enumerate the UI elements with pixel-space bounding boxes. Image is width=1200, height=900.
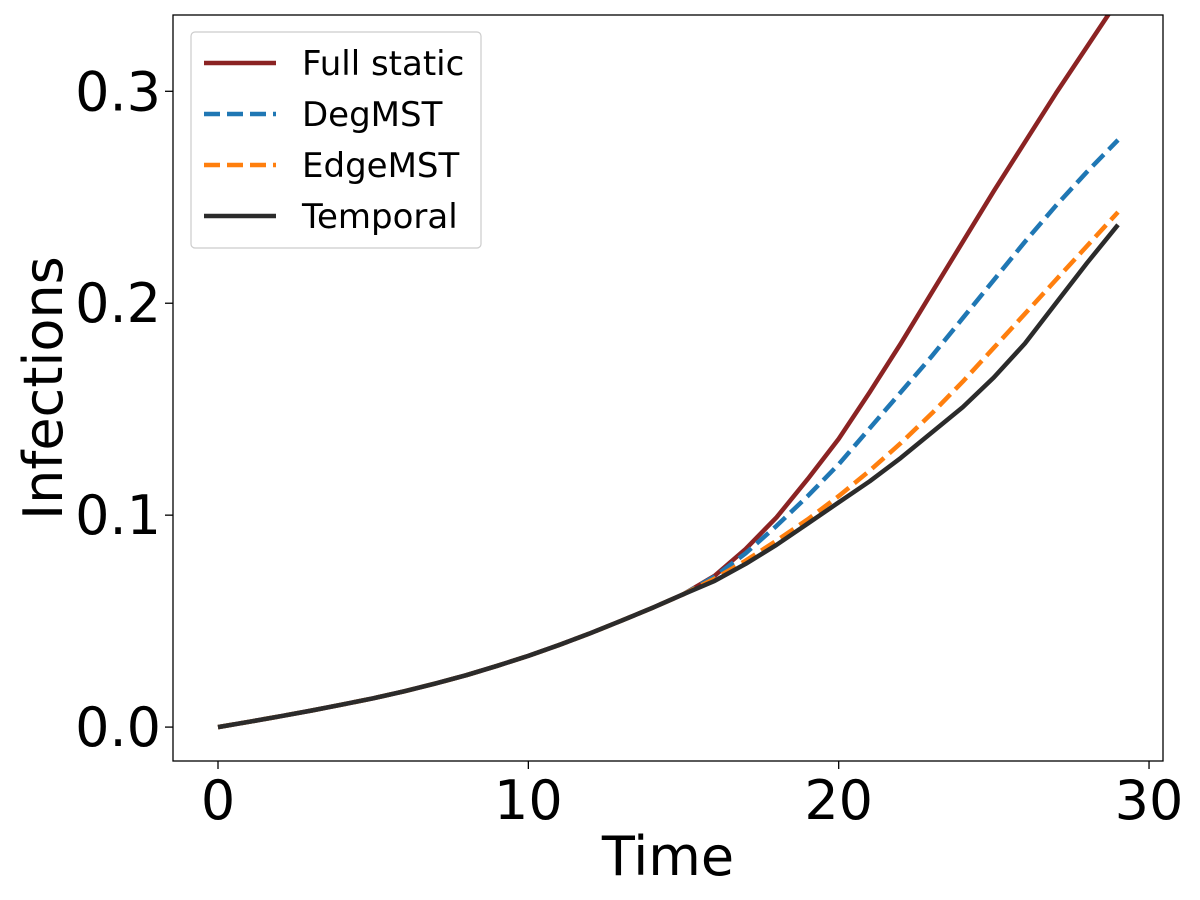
legend-entry: Temporal bbox=[204, 197, 458, 237]
legend-entry: Full static bbox=[204, 44, 464, 84]
x-axis-label: Time bbox=[601, 825, 734, 888]
series-layer bbox=[217, 15, 1120, 730]
legend-label: EdgeMST bbox=[302, 146, 459, 186]
plot-area-frame bbox=[172, 14, 1164, 762]
y-tick-label: 0.0 bbox=[75, 696, 161, 759]
series-line-edgemst bbox=[217, 210, 1120, 730]
y-tick-label: 0.1 bbox=[75, 484, 161, 547]
legend-label: DegMST bbox=[302, 95, 443, 135]
legend-entry: EdgeMST bbox=[204, 146, 459, 186]
y-tick-label: 0.2 bbox=[75, 272, 161, 335]
x-tick-label: 30 bbox=[1115, 769, 1184, 832]
legend-label: Full static bbox=[302, 44, 464, 84]
y-axis-label: Infections bbox=[12, 256, 75, 520]
x-axis-ticks: 0 10 20 30 bbox=[201, 761, 1184, 832]
legend-label: Temporal bbox=[301, 197, 458, 237]
series-line-temporal bbox=[217, 223, 1120, 730]
x-tick-label: 10 bbox=[494, 769, 563, 832]
x-tick-label: 20 bbox=[804, 769, 873, 832]
x-tick-label: 0 bbox=[201, 769, 235, 832]
y-tick-label: 0.3 bbox=[75, 60, 161, 123]
y-axis-ticks: 0.0 0.1 0.2 0.3 bbox=[75, 60, 173, 759]
legend-entry: DegMST bbox=[204, 95, 443, 135]
legend: Full static DegMST EdgeMST Temporal bbox=[190, 31, 482, 249]
legend-frame bbox=[190, 31, 482, 249]
